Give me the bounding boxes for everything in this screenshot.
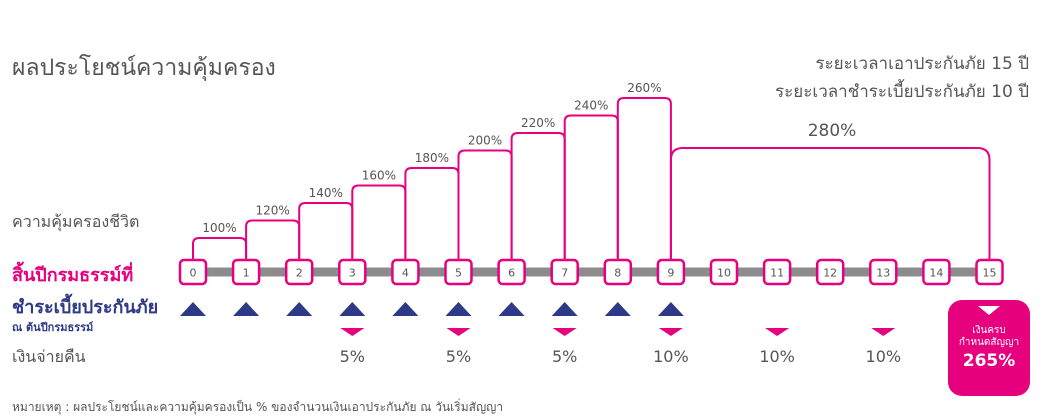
chevron-down-icon [978, 306, 1000, 315]
coverage-step [669, 147, 991, 260]
year-label: 15 [983, 267, 997, 280]
premium-marker [233, 302, 260, 316]
maturity-value: 265% [962, 351, 1016, 371]
coverage-step-label: 180% [415, 151, 449, 165]
cash-back-marker [446, 328, 471, 336]
year-box [497, 258, 526, 286]
year-label: 8 [614, 267, 621, 280]
year-box [444, 258, 473, 286]
coverage-step-label: 200% [468, 134, 502, 148]
coverage-step [510, 132, 566, 260]
cash-back-marker [552, 328, 577, 336]
cash-back-value: 10% [866, 347, 902, 366]
coverage-step-label: 240% [574, 99, 608, 113]
year-box [975, 258, 1004, 286]
coverage-step [298, 202, 354, 260]
coverage-step-label: 220% [521, 116, 555, 130]
coverage-step [245, 219, 301, 260]
coverage-term: ระยะเวลาเอาประกันภัย 15 ปี [815, 54, 1029, 74]
year-label: 2 [296, 267, 303, 280]
year-label: 6 [508, 267, 515, 280]
year-label: 11 [770, 267, 784, 280]
footnote: หมายเหตุ : ผลประโยชน์และความคุ้มครองเป็น… [12, 400, 504, 414]
maturity-benefit-box: เงินครบ กำหนดสัญญา 265% [948, 300, 1030, 396]
terms-block: ระยะเวลาเอาประกันภัย 15 ปี ระยะเวลาชำระเ… [775, 50, 1029, 106]
year-box [391, 258, 420, 286]
year-label: 3 [349, 267, 356, 280]
cash-back-value: 10% [759, 347, 795, 366]
coverage-step [616, 97, 672, 260]
year-box [603, 258, 633, 286]
premium-payment-sublabel: ณ ต้นปีกรมธรรม์ [12, 321, 94, 334]
cash-back-value: 5% [446, 347, 471, 366]
year-box [656, 258, 686, 286]
year-box [338, 258, 367, 286]
year-box [550, 258, 579, 286]
cash-back-marker [340, 328, 365, 336]
coverage-step-label: 160% [362, 169, 396, 183]
year-box [869, 258, 898, 286]
coverage-step [351, 184, 407, 260]
coverage-step-label: 280% [808, 121, 857, 141]
premium-marker [551, 302, 578, 316]
year-label: 13 [876, 267, 890, 280]
premium-marker [286, 302, 313, 316]
coverage-step-label: 260% [627, 81, 661, 95]
premium-payment-label: ชำระเบี้ยประกันภัย [12, 297, 159, 318]
premium-marker [498, 302, 525, 316]
year-label: 0 [190, 267, 197, 280]
maturity-label-line1: เงินครบ [972, 325, 1006, 336]
year-label: 9 [667, 267, 674, 280]
coverage-step-label: 140% [309, 186, 343, 200]
page-title: ผลประโยชน์ความคุ้มครอง [12, 55, 276, 81]
cash-back-marker [871, 328, 896, 336]
policy-year-label: สิ้นปีกรมธรรม์ที่ [12, 265, 134, 286]
premium-marker [657, 302, 684, 316]
coverage-step-label: 120% [255, 204, 289, 218]
year-label: 14 [929, 267, 943, 280]
year-box [815, 258, 845, 286]
year-label: 4 [402, 267, 409, 280]
year-box [922, 258, 951, 286]
coverage-step [563, 114, 619, 260]
year-box [709, 258, 739, 286]
year-label: 5 [455, 267, 462, 280]
cash-back-value: 5% [552, 347, 577, 366]
year-label: 10 [717, 267, 731, 280]
year-label: 12 [823, 267, 837, 280]
premium-marker [445, 302, 472, 316]
coverage-step-label: 100% [202, 221, 236, 235]
cash-back-label: เงินจ่ายคืน [12, 347, 86, 366]
year-label: 1 [243, 267, 250, 280]
year-box [231, 258, 261, 286]
year-label: 7 [561, 267, 568, 280]
coverage-step [457, 149, 513, 260]
premium-marker [180, 302, 206, 316]
cash-back-marker [658, 328, 683, 336]
year-box [762, 258, 792, 286]
premium-marker [392, 302, 419, 316]
premium-term: ระยะเวลาชำระเบี้ยประกันภัย 10 ปี [775, 82, 1029, 102]
coverage-label: ความคุ้มครองชีวิต [12, 212, 140, 231]
cash-back-value: 5% [340, 347, 365, 366]
cash-back-marker [765, 328, 790, 336]
year-box [284, 258, 314, 286]
premium-marker [604, 302, 631, 316]
cash-back-value: 10% [653, 347, 689, 366]
premium-marker [339, 302, 366, 316]
year-box [178, 258, 208, 286]
coverage-step [192, 237, 248, 260]
coverage-step [404, 167, 460, 260]
maturity-label-line2: กำหนดสัญญา [958, 337, 1020, 348]
